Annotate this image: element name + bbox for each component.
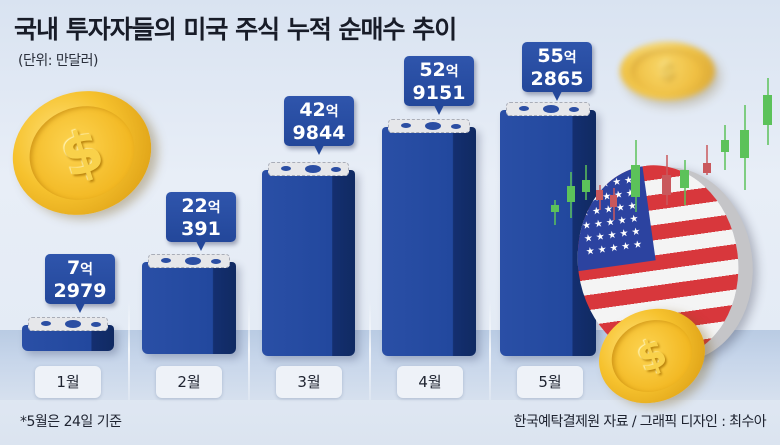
value-callout-4: 52억 9151 xyxy=(404,56,474,115)
month-label-4: 4월 xyxy=(397,366,463,398)
value-unit: 억 xyxy=(80,262,94,278)
chart-title: 국내 투자자들의 미국 주식 누적 순매수 추이 xyxy=(14,15,457,44)
value-minor: 2865 xyxy=(530,68,584,90)
value-minor: 9151 xyxy=(412,82,466,104)
value-major: 52 xyxy=(419,59,446,81)
month-label-3: 3월 xyxy=(276,366,342,398)
unit-label: (단위: 만달러) xyxy=(18,53,99,69)
column-divider xyxy=(248,300,250,400)
bar-1 xyxy=(22,317,114,351)
value-minor: 391 xyxy=(181,218,221,240)
dollar-sign-icon: $ xyxy=(631,48,704,94)
value-callout-3: 42억 9844 xyxy=(284,96,354,155)
footnote: *5월은 24일 기준 xyxy=(20,414,122,430)
value-callout-5: 55억 2865 xyxy=(522,42,592,101)
value-minor: 2979 xyxy=(53,280,107,302)
value-major: 7 xyxy=(66,257,81,279)
bar-top-cap xyxy=(28,317,108,331)
value-unit: 억 xyxy=(563,50,577,66)
flag-stars-icon: ★★★★★★★★★★★★★★★★★★★★★★★★★★★★★★ xyxy=(565,166,656,272)
value-unit: 억 xyxy=(207,200,221,216)
bar-top-cap xyxy=(506,102,590,116)
month-label-2: 2월 xyxy=(156,366,222,398)
dollar-sign-icon: $ xyxy=(17,92,147,214)
value-minor: 9844 xyxy=(292,122,346,144)
value-unit: 억 xyxy=(445,64,459,80)
blurred-coin-icon: $ xyxy=(620,42,715,100)
value-major: 55 xyxy=(537,45,564,67)
value-callout-1: 7억 2979 xyxy=(45,254,115,313)
bar-top-cap xyxy=(268,162,349,176)
dollar-coin-icon: $ xyxy=(0,73,168,233)
value-unit: 억 xyxy=(325,104,339,120)
column-divider xyxy=(128,300,130,400)
bar-top-cap xyxy=(388,119,470,133)
month-label-5: 5월 xyxy=(517,366,583,398)
source-credit: 한국예탁결제원 자료 / 그래픽 디자인 : 최수아 xyxy=(513,414,767,430)
month-label-1: 1월 xyxy=(35,366,101,398)
bar-2 xyxy=(142,254,236,354)
column-divider xyxy=(369,300,371,400)
value-callout-2: 22억 391 xyxy=(166,192,236,251)
value-major: 42 xyxy=(299,99,326,121)
column-divider xyxy=(489,300,491,400)
bar-3 xyxy=(262,162,355,356)
bar-4 xyxy=(382,119,476,356)
value-major: 22 xyxy=(181,195,208,217)
bar-top-cap xyxy=(148,254,230,268)
